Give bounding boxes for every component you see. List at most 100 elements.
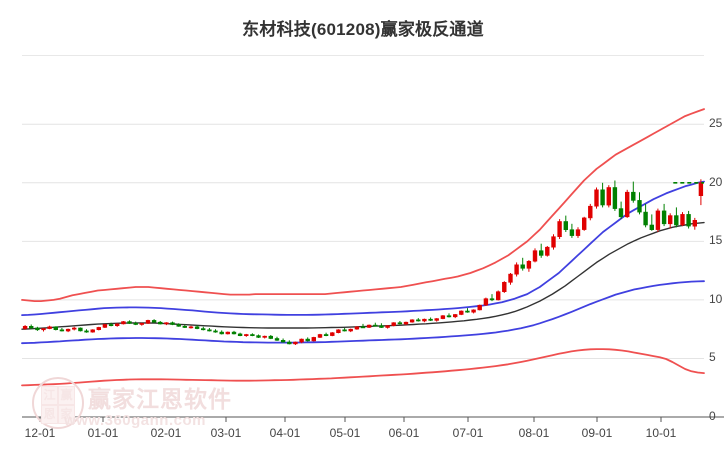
- candle-body: [225, 331, 230, 335]
- candle-body: [366, 324, 372, 328]
- page-title: 东材科技(601208)赢家极反通道: [242, 20, 484, 39]
- candle-body: [121, 321, 126, 325]
- candle-body: [305, 338, 310, 342]
- channel-bands: [21, 108, 705, 387]
- candle-body: [397, 322, 403, 325]
- watermark-brand: 赢家江恩软件: [88, 386, 232, 412]
- candle-body: [581, 217, 587, 230]
- candle-body: [176, 324, 181, 327]
- y-axis-tick-label: 10: [709, 291, 723, 306]
- candle-body: [434, 318, 439, 321]
- x-axis-tick-label: 05-01: [329, 426, 361, 440]
- candle-body: [391, 322, 396, 326]
- candle-body: [631, 191, 636, 201]
- candle-body: [158, 321, 163, 325]
- candle-body: [194, 326, 200, 329]
- candle-body: [600, 189, 605, 206]
- candle-body: [231, 331, 237, 335]
- candle-body: [594, 189, 599, 207]
- candle-body: [47, 326, 52, 329]
- x-axis-tick-label: 09-01: [581, 426, 613, 440]
- channel-line: [21, 280, 705, 345]
- x-axis-tick-label: 10-01: [645, 426, 677, 440]
- x-axis-tick-label: 06-01: [388, 426, 420, 440]
- candle-body: [532, 250, 538, 262]
- logo-character: 家: [58, 405, 75, 424]
- y-axis-tick-label: 5: [709, 350, 716, 365]
- candle-body: [115, 323, 120, 326]
- candle-body: [416, 319, 421, 322]
- candle-body: [65, 328, 71, 332]
- logo-characters: 江赢恩家: [41, 386, 75, 424]
- candle-body: [72, 327, 77, 330]
- candle-body: [348, 328, 353, 332]
- candle-body: [35, 327, 40, 331]
- candle-body: [84, 330, 89, 333]
- candle-body: [698, 182, 704, 197]
- watermark-url: www.360gann.com: [64, 412, 206, 429]
- candle-body: [108, 324, 114, 327]
- candle-body: [330, 332, 335, 336]
- y-axis-tick-label: 0: [709, 409, 716, 423]
- candle-body: [342, 329, 347, 332]
- candle-body: [151, 320, 157, 323]
- x-axis-tick-label: 02-01: [150, 426, 182, 440]
- candle-body: [170, 322, 175, 325]
- candle-body: [459, 310, 464, 315]
- candle-body: [311, 337, 316, 342]
- candle-body: [465, 310, 470, 313]
- candle-body: [188, 326, 194, 329]
- candle-body: [452, 314, 458, 318]
- candle-body: [213, 330, 218, 333]
- title-divider: [22, 55, 704, 56]
- candle-body: [575, 229, 581, 236]
- candle-body: [643, 211, 648, 226]
- candle-body: [22, 325, 28, 329]
- x-axis-tick-label: 01-01: [87, 426, 119, 440]
- candlestick-series: [22, 179, 704, 345]
- candle-body: [409, 319, 415, 323]
- candle-body: [588, 205, 593, 219]
- candle-body: [483, 298, 489, 306]
- candle-body: [256, 335, 261, 338]
- candle-body: [133, 322, 138, 325]
- candle-body: [379, 325, 384, 328]
- y-axis-tick-label: 15: [709, 233, 723, 248]
- candle-body: [373, 324, 378, 327]
- candle-body: [637, 200, 642, 213]
- candle-body: [59, 329, 65, 332]
- candle-body: [489, 298, 495, 301]
- candle-body: [446, 315, 452, 318]
- x-axis-tick-label: 04-01: [269, 426, 301, 440]
- candle-body: [244, 334, 249, 337]
- candle-body: [287, 341, 292, 345]
- candle-body: [274, 338, 280, 341]
- candle-body: [624, 191, 630, 218]
- y-axis-tick-label: 20: [709, 174, 723, 189]
- candle-body: [96, 327, 102, 330]
- logo-ring: [32, 377, 84, 429]
- x-axis-tick-label: 07-01: [452, 426, 484, 440]
- candle-body: [422, 318, 427, 322]
- brand-logo-icon: 江赢恩家: [32, 377, 84, 429]
- candle-body: [182, 325, 187, 328]
- candle-body: [90, 329, 95, 333]
- x-axis-tick-label: 12-01: [24, 426, 56, 440]
- candle-body: [526, 260, 532, 269]
- candle-body: [545, 246, 550, 256]
- candle-body: [655, 210, 661, 230]
- candle-body: [563, 221, 569, 230]
- candle-body: [569, 229, 575, 236]
- candle-body: [680, 214, 685, 226]
- candle-body: [145, 320, 151, 324]
- logo-character: 赢: [58, 386, 75, 405]
- candle-body: [385, 325, 390, 328]
- candle-body: [661, 210, 667, 225]
- x-axis-tick-label: 08-01: [518, 426, 550, 440]
- candle-body: [686, 214, 691, 227]
- channel-line: [21, 180, 705, 317]
- candle-body: [674, 215, 679, 226]
- axes: [22, 416, 724, 422]
- x-axis-tick-label: 03-01: [210, 426, 242, 440]
